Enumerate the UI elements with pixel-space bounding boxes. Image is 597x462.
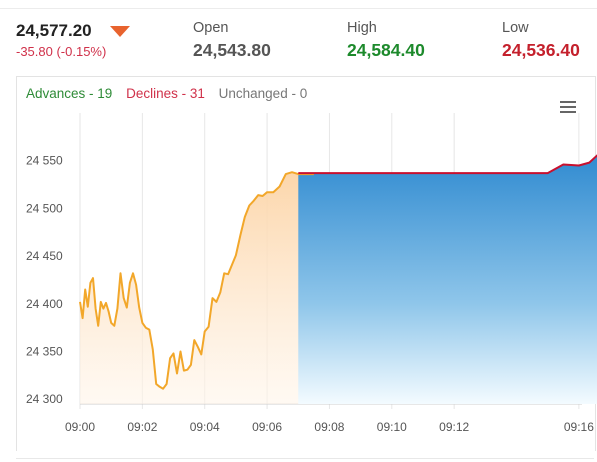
reference-line bbox=[298, 154, 597, 175]
price-change: -35.80 (-0.15%) bbox=[16, 44, 107, 59]
hamburger-menu-icon[interactable] bbox=[560, 101, 576, 113]
declines-count: Declines - 31 bbox=[126, 86, 205, 101]
market-breadth: Advances - 19 Declines - 31 Unchanged - … bbox=[26, 86, 317, 101]
open-label: Open bbox=[193, 20, 229, 36]
x-tick-label: 09:04 bbox=[190, 420, 220, 434]
low-label: Low bbox=[502, 20, 529, 36]
high-value: 24,584.40 bbox=[347, 40, 425, 60]
y-tick-label: 24 450 bbox=[26, 249, 63, 263]
y-tick-label: 24 300 bbox=[26, 392, 63, 406]
x-tick-label: 09:08 bbox=[314, 420, 344, 434]
triangle-down-icon bbox=[110, 26, 130, 37]
low-value: 24,536.40 bbox=[502, 40, 580, 60]
reference-area bbox=[298, 155, 597, 404]
x-tick-label: 09:10 bbox=[377, 420, 407, 434]
y-tick-label: 24 550 bbox=[26, 154, 63, 168]
y-tick-label: 24 500 bbox=[26, 201, 63, 215]
x-tick-label: 09:02 bbox=[127, 420, 157, 434]
y-tick-label: 24 350 bbox=[26, 345, 63, 359]
history-area bbox=[80, 172, 314, 404]
top-divider bbox=[0, 8, 597, 9]
bottom-divider bbox=[16, 458, 594, 459]
advances-count: Advances - 19 bbox=[26, 86, 113, 101]
x-tick-label: 09:16 bbox=[564, 420, 594, 434]
x-tick-label: 09:00 bbox=[65, 420, 95, 434]
y-tick-label: 24 400 bbox=[26, 297, 63, 311]
open-value: 24,543.80 bbox=[193, 40, 271, 60]
x-tick-label: 09:12 bbox=[439, 420, 469, 434]
unchanged-count: Unchanged - 0 bbox=[218, 86, 308, 101]
high-label: High bbox=[347, 20, 377, 36]
history-line bbox=[79, 171, 314, 390]
last-price: 24,577.20 bbox=[16, 21, 92, 40]
x-tick-label: 09:06 bbox=[252, 420, 282, 434]
